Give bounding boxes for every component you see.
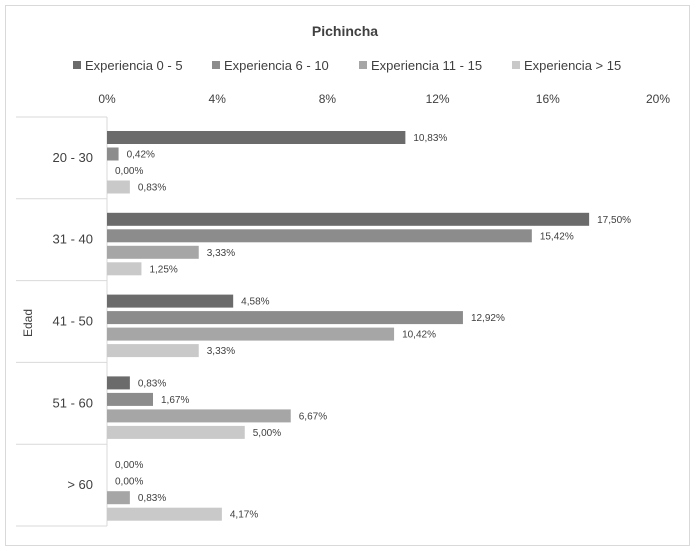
bar-label: 4,17%: [230, 510, 258, 521]
chart-frame: Pichincha Experiencia 0 - 5 Experiencia 6…: [5, 5, 690, 546]
bar-label: 4,58%: [241, 297, 269, 308]
bar-labels: 10,83% 0,42% 0,00% 0,83% 17,50% 15,42% 3,33% 1,…: [115, 133, 631, 521]
y-axis-title: Edad: [21, 309, 35, 337]
legend-label: Experiencia 11 - 15: [371, 58, 482, 73]
legend-item-experiencia-0-5: Experiencia 0 - 5: [73, 58, 183, 73]
chart: Pichincha Experiencia 0 - 5 Experiencia 6…: [16, 23, 670, 527]
x-tick-label: 0%: [98, 92, 116, 106]
bar-label: 0,00%: [115, 477, 143, 488]
legend-label: Experiencia 0 - 5: [85, 58, 183, 73]
bar-label: 0,00%: [115, 166, 143, 177]
x-tick-label: 8%: [319, 92, 337, 106]
bar-experiencia-11-15-31-40: [107, 245, 199, 259]
category-label-51-60: 51 - 60: [53, 395, 93, 410]
legend-item-experiencia-gt-15: Experiencia > 15: [512, 58, 621, 73]
x-tick-label: 20%: [646, 92, 670, 106]
category-label-20-30: 20 - 30: [53, 150, 93, 165]
category-label-41-50: 41 - 50: [53, 314, 93, 329]
legend: Experiencia 0 - 5 Experiencia 6 - 10 Exper…: [73, 58, 621, 73]
legend-swatch: [512, 61, 520, 69]
bar-label: 3,33%: [207, 248, 235, 259]
legend-swatch: [73, 61, 81, 69]
bar-experiencia-6-10-41-50: [107, 311, 463, 325]
legend-label: Experiencia > 15: [524, 58, 621, 73]
bar-label: 15,42%: [540, 231, 574, 242]
bar-label: 1,67%: [161, 395, 189, 406]
bar-label: 12,92%: [471, 313, 505, 324]
bar-experiencia-0-5-31-40: [107, 212, 590, 226]
bar-label: 17,50%: [597, 215, 631, 226]
bar-experiencia-gt-15-31-40: [107, 262, 142, 276]
legend-item-experiencia-6-10: Experiencia 6 - 10: [212, 58, 329, 73]
legend-swatch: [212, 61, 220, 69]
bar-experiencia-gt-15-gt-60: [107, 507, 222, 521]
bar-experiencia-0-5-20-30: [107, 131, 406, 144]
x-tick-label: 4%: [209, 92, 227, 106]
bar-label: 3,33%: [207, 346, 235, 357]
bar-experiencia-6-10-20-30: [107, 147, 119, 161]
bar-experiencia-6-10-31-40: [107, 229, 532, 243]
category-label-31-40: 31 - 40: [53, 232, 93, 247]
bar-label: 6,67%: [299, 411, 327, 422]
chart-title: Pichincha: [312, 23, 378, 39]
bar-experiencia-gt-15-51-60: [107, 425, 245, 439]
bar-label: 0,83%: [138, 493, 166, 504]
category-label-gt-60: > 60: [67, 477, 93, 492]
bar-experiencia-0-5-51-60: [107, 376, 130, 390]
x-axis-ticks: 0% 4% 8% 12% 16% 20%: [98, 92, 670, 106]
bar-label: 10,42%: [402, 330, 436, 341]
bar-experiencia-11-15-41-50: [107, 327, 395, 341]
bar-label: 0,83%: [138, 183, 166, 194]
bar-experiencia-0-5-41-50: [107, 294, 234, 308]
bar-experiencia-gt-15-41-50: [107, 344, 199, 358]
legend-swatch: [359, 61, 367, 69]
x-tick-label: 12%: [426, 92, 450, 106]
bar-label: 0,83%: [138, 378, 166, 389]
bar-label: 1,25%: [149, 264, 177, 275]
bar-label: 10,83%: [413, 133, 447, 144]
bar-experiencia-11-15-gt-60: [107, 491, 130, 505]
bar-label: 5,00%: [253, 428, 281, 439]
category-axis: 20 - 30 31 - 40 41 - 50 51 - 60 > 60: [16, 116, 108, 527]
bar-experiencia-gt-15-20-30: [107, 180, 130, 194]
bar-experiencia-11-15-51-60: [107, 409, 291, 423]
x-tick-label: 16%: [536, 92, 560, 106]
bar-experiencia-6-10-51-60: [107, 392, 154, 406]
bar-label: 0,00%: [115, 460, 143, 471]
bars: [107, 131, 590, 521]
legend-item-experiencia-11-15: Experiencia 11 - 15: [359, 58, 482, 73]
bar-label: 0,42%: [127, 150, 155, 161]
legend-label: Experiencia 6 - 10: [224, 58, 329, 73]
